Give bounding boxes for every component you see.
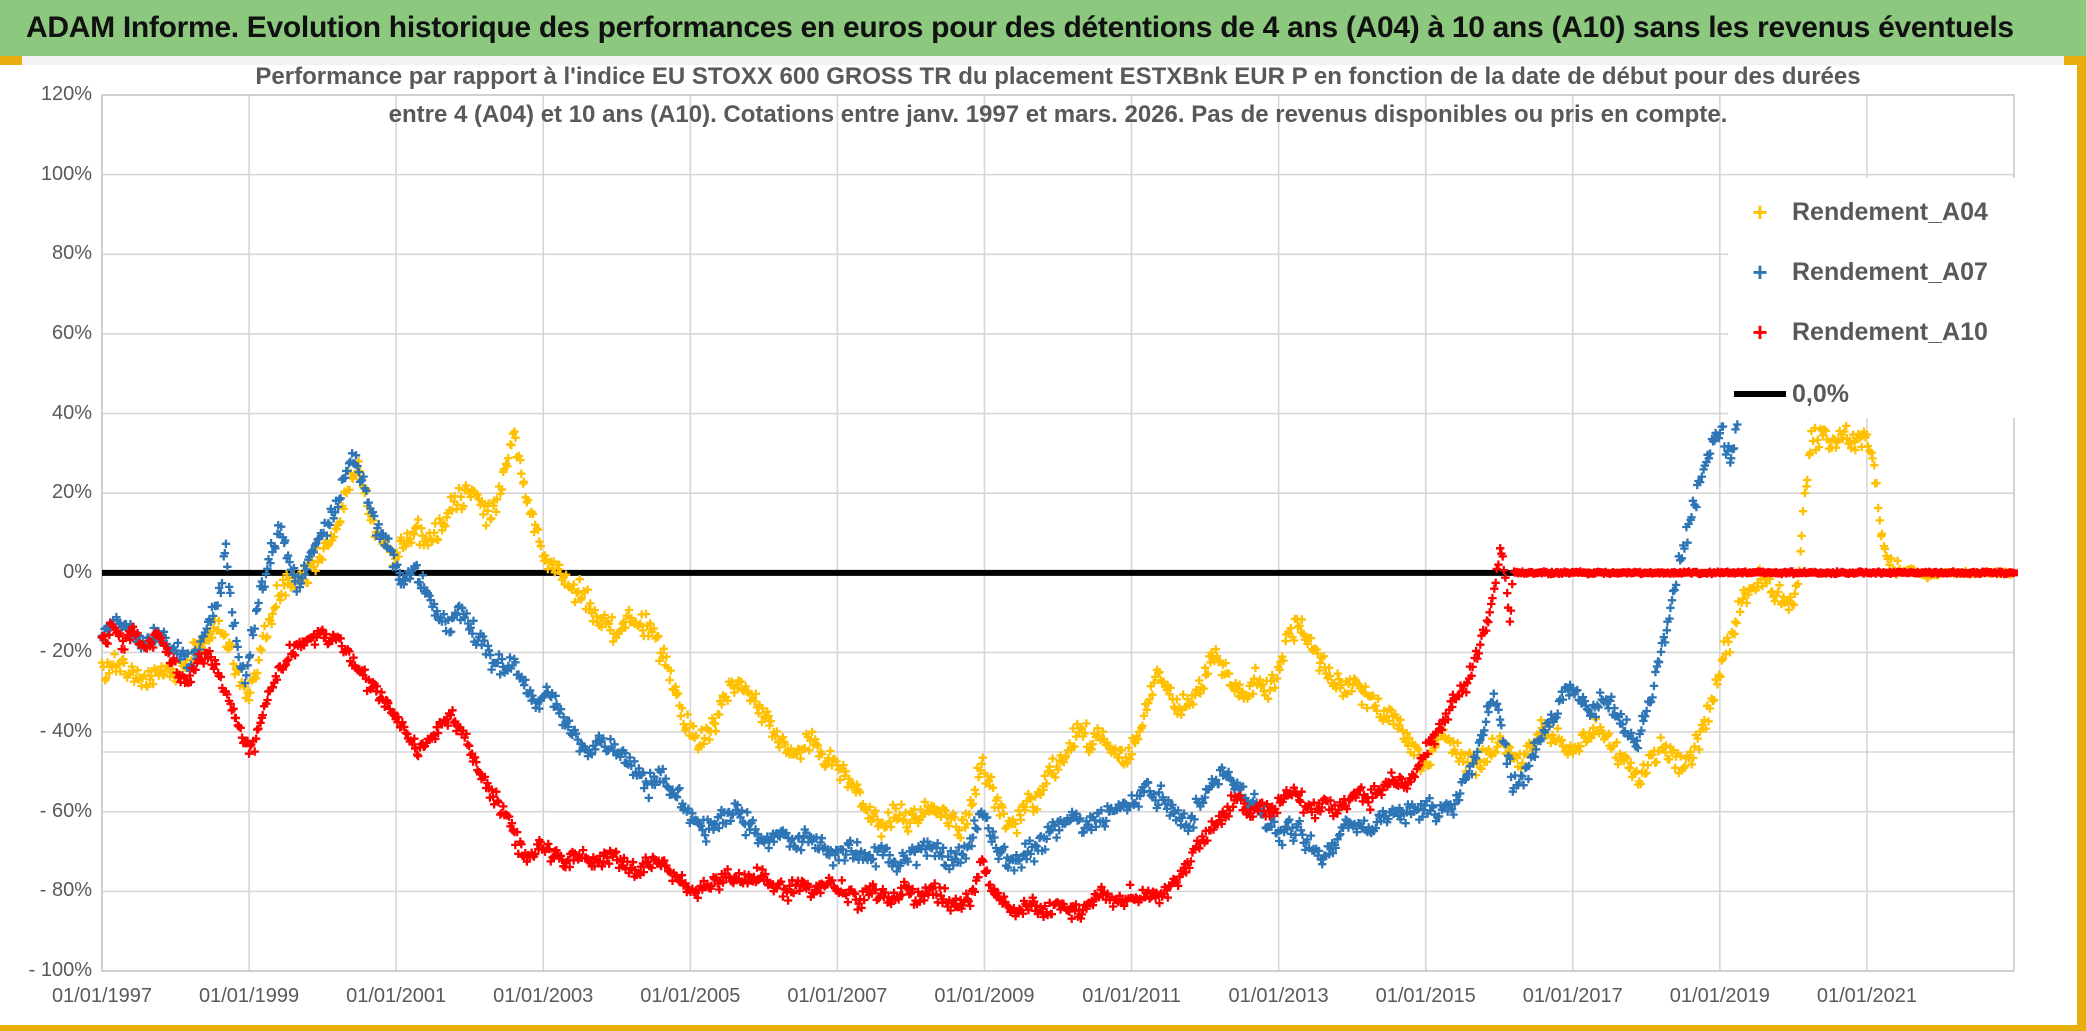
y-axis-tick-label: - 60% bbox=[39, 799, 92, 822]
series-rendement_a04 bbox=[97, 421, 2018, 842]
y-axis-tick-label: 40% bbox=[51, 401, 92, 424]
legend-item-rendement-a10: + Rendement_A10 bbox=[1728, 312, 2064, 352]
x-axis-tick-label: 01/01/2011 bbox=[1082, 985, 1181, 1007]
y-axis-tick-label: - 40% bbox=[39, 720, 92, 743]
plus-marker-icon: + bbox=[1752, 257, 1768, 287]
y-axis-tick-label: - 100% bbox=[28, 959, 92, 981]
y-axis-tick-label: - 80% bbox=[39, 879, 92, 902]
gold-border-right bbox=[2077, 56, 2086, 1031]
chart-title: Performance par rapport à l'indice EU ST… bbox=[193, 58, 1923, 134]
gold-accent-left bbox=[0, 56, 22, 65]
page-title: ADAM Informe. Evolution historique des p… bbox=[26, 11, 2014, 44]
x-axis-tick-label: 01/01/2003 bbox=[493, 985, 594, 1007]
y-axis-tick-label: 0% bbox=[63, 560, 92, 583]
zero-line-sample bbox=[1734, 391, 1786, 397]
y-axis-tick-label: 20% bbox=[51, 481, 92, 504]
x-axis-tick-label: 01/01/2007 bbox=[787, 985, 888, 1007]
gold-accent-right bbox=[2064, 56, 2086, 65]
y-axis-tick-label: 80% bbox=[51, 242, 92, 265]
x-axis-tick-label: 01/01/2009 bbox=[934, 985, 1035, 1007]
chart-legend: + Rendement_A04 + Rendement_A07 + Rendem… bbox=[1728, 178, 2064, 418]
x-axis-tick-label: 01/01/2021 bbox=[1816, 985, 1917, 1007]
x-axis-tick-label: 01/01/1997 bbox=[51, 985, 153, 1007]
legend-label: Rendement_A07 bbox=[1792, 257, 1988, 286]
title-underline-strip bbox=[0, 56, 2086, 65]
chart-title-line2: entre 4 (A04) et 10 ans (A10). Cotations… bbox=[388, 101, 1728, 128]
plus-marker-icon: + bbox=[1752, 197, 1768, 227]
title-bar: ADAM Informe. Evolution historique des p… bbox=[0, 0, 2086, 56]
legend-item-zero-line: 0,0% bbox=[1728, 374, 2064, 414]
y-axis-tick-label: 120% bbox=[40, 83, 92, 105]
x-axis-tick-label: 01/01/2015 bbox=[1375, 985, 1476, 1007]
x-axis-tick-label: 01/01/2019 bbox=[1669, 985, 1770, 1007]
legend-label: 0,0% bbox=[1792, 379, 1849, 408]
x-axis-tick-label: 01/01/2017 bbox=[1522, 985, 1623, 1007]
series-rendement_a10 bbox=[97, 544, 2018, 923]
legend-label: Rendement_A10 bbox=[1792, 317, 1988, 346]
x-axis-tick-label: 01/01/2001 bbox=[346, 985, 447, 1007]
y-axis-tick-label: 60% bbox=[51, 321, 92, 344]
x-axis-tick-label: 01/01/2013 bbox=[1228, 985, 1329, 1007]
x-axis-tick-label: 01/01/1999 bbox=[199, 985, 300, 1007]
legend-item-rendement-a07: + Rendement_A07 bbox=[1728, 252, 2064, 292]
y-axis-tick-label: 100% bbox=[40, 162, 92, 185]
y-axis-tick-label: - 20% bbox=[39, 640, 92, 663]
legend-label: Rendement_A04 bbox=[1792, 197, 1988, 226]
plus-marker-icon: + bbox=[1752, 317, 1768, 347]
x-axis-tick-label: 01/01/2005 bbox=[640, 985, 741, 1007]
legend-item-rendement-a04: + Rendement_A04 bbox=[1728, 192, 2064, 232]
chart-title-line1: Performance par rapport à l'indice EU ST… bbox=[255, 63, 1861, 90]
gold-border-bottom bbox=[0, 1025, 2086, 1031]
